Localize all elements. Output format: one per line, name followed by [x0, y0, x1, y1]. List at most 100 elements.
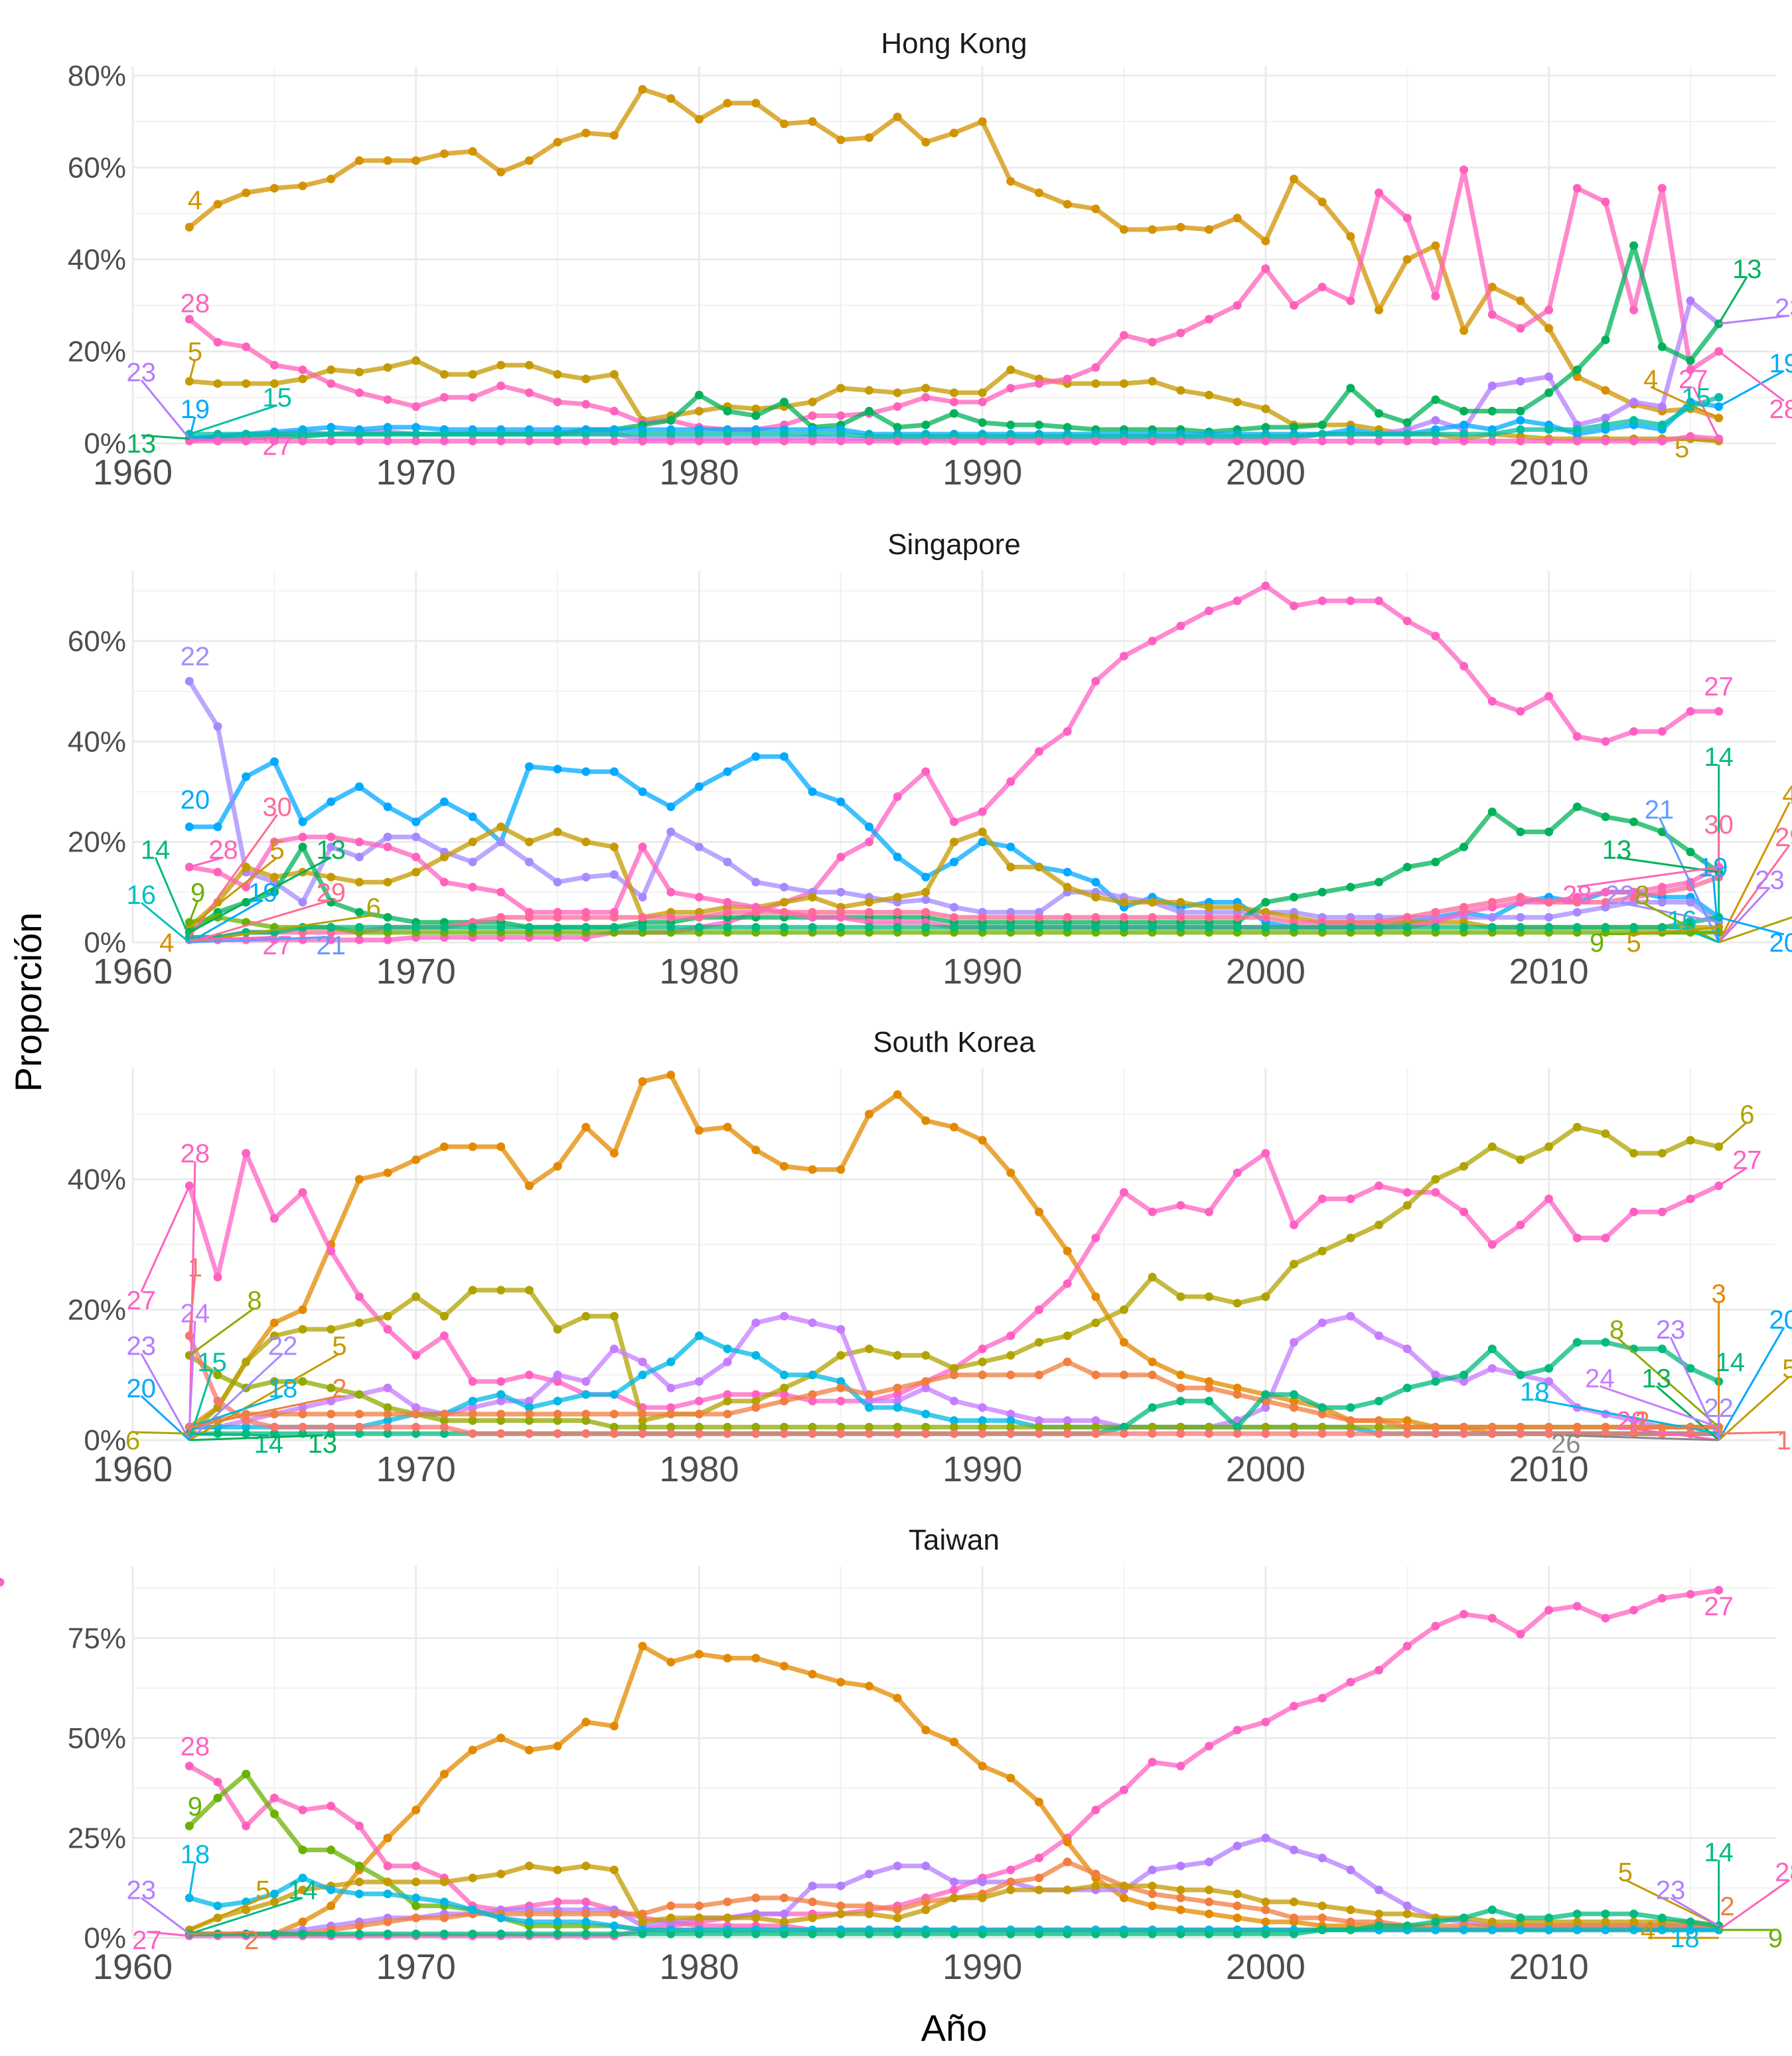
- data-point: [496, 1913, 505, 1922]
- data-point: [808, 1390, 817, 1399]
- data-point: [496, 923, 505, 932]
- data-point: [1403, 1345, 1412, 1353]
- data-point: [469, 838, 477, 846]
- data-point: [525, 763, 534, 771]
- data-point: [808, 1370, 817, 1379]
- data-point: [525, 857, 534, 866]
- data-point: [581, 1410, 590, 1418]
- data-point: [214, 868, 222, 877]
- data-point: [1488, 1345, 1497, 1353]
- series-label: 23: [1775, 294, 1792, 323]
- data-point: [327, 175, 335, 183]
- data-point: [1063, 1838, 1072, 1846]
- data-point: [440, 149, 449, 158]
- data-point: [384, 936, 392, 944]
- data-point: [1431, 1377, 1440, 1386]
- data-point: [1233, 1930, 1242, 1939]
- series-label: 28: [1775, 1858, 1792, 1887]
- data-point: [469, 883, 477, 891]
- data-point: [1290, 1338, 1298, 1347]
- data-point: [469, 812, 477, 821]
- data-point: [327, 1802, 335, 1810]
- data-point: [836, 437, 845, 445]
- data-point: [780, 1430, 788, 1438]
- data-point: [1120, 1188, 1128, 1197]
- data-point: [581, 1917, 590, 1926]
- data-point: [299, 898, 307, 907]
- data-point: [1006, 1774, 1015, 1783]
- data-point: [1602, 737, 1610, 746]
- data-point: [1091, 1930, 1100, 1939]
- data-point: [299, 1846, 307, 1854]
- data-point: [469, 1377, 477, 1386]
- data-point: [1176, 1201, 1185, 1210]
- data-point: [921, 1351, 930, 1360]
- data-point: [1346, 1195, 1355, 1203]
- data-point: [1290, 1846, 1298, 1854]
- data-point: [893, 402, 902, 411]
- data-point: [1602, 336, 1610, 344]
- data-point: [1233, 1913, 1242, 1922]
- data-point: [1091, 923, 1100, 932]
- data-point: [780, 1930, 788, 1939]
- data-point: [638, 85, 647, 94]
- data-point: [214, 1273, 222, 1282]
- series-label: 27: [1704, 1592, 1734, 1621]
- data-point: [638, 1410, 647, 1418]
- data-point: [638, 1430, 647, 1438]
- data-point: [723, 1897, 732, 1906]
- data-point: [780, 1662, 788, 1670]
- data-point: [1290, 175, 1298, 183]
- data-point: [440, 1331, 449, 1340]
- data-point: [638, 1930, 647, 1939]
- x-tick-label: 2000: [1226, 1449, 1306, 1489]
- data-point: [1318, 597, 1327, 605]
- data-point: [950, 1430, 958, 1438]
- data-point: [299, 1305, 307, 1314]
- data-point: [723, 1654, 732, 1662]
- data-point: [1431, 242, 1440, 250]
- data-point: [865, 437, 873, 445]
- series-label: 14: [1715, 1348, 1745, 1377]
- data-point: [469, 1430, 477, 1438]
- series-label: 6: [125, 1426, 140, 1455]
- data-point: [411, 1913, 420, 1922]
- data-point: [384, 1877, 392, 1886]
- data-point: [1120, 1893, 1128, 1902]
- data-point: [1375, 1181, 1383, 1190]
- data-point: [525, 1430, 534, 1438]
- data-point: [299, 437, 307, 445]
- data-point: [638, 913, 647, 922]
- data-point: [1431, 857, 1440, 866]
- data-point: [440, 1142, 449, 1151]
- data-point: [836, 908, 845, 917]
- data-point: [525, 1410, 534, 1418]
- data-point: [1431, 923, 1440, 932]
- data-point: [355, 1423, 364, 1432]
- data-point: [893, 437, 902, 445]
- data-point: [893, 792, 902, 801]
- data-point: [469, 1286, 477, 1295]
- data-point: [1233, 903, 1242, 912]
- data-point: [921, 923, 930, 932]
- data-point: [1658, 1149, 1667, 1157]
- data-point: [1091, 363, 1100, 372]
- data-point: [1375, 878, 1383, 887]
- data-point: [1346, 1926, 1355, 1935]
- data-point: [836, 1430, 845, 1438]
- data-point: [1459, 407, 1468, 415]
- data-point: [780, 1909, 788, 1918]
- data-point: [1346, 1312, 1355, 1321]
- data-point: [1686, 707, 1695, 715]
- data-point: [1629, 437, 1638, 445]
- data-point: [270, 1930, 279, 1939]
- data-point: [299, 1423, 307, 1432]
- data-point: [1544, 828, 1553, 836]
- data-point: [808, 398, 817, 406]
- series-label: 6: [366, 893, 381, 922]
- data-point: [893, 1930, 902, 1939]
- data-point: [384, 1384, 392, 1392]
- series-line: [189, 301, 1718, 439]
- data-point: [1346, 1234, 1355, 1242]
- x-tick-label: 1980: [659, 1449, 739, 1489]
